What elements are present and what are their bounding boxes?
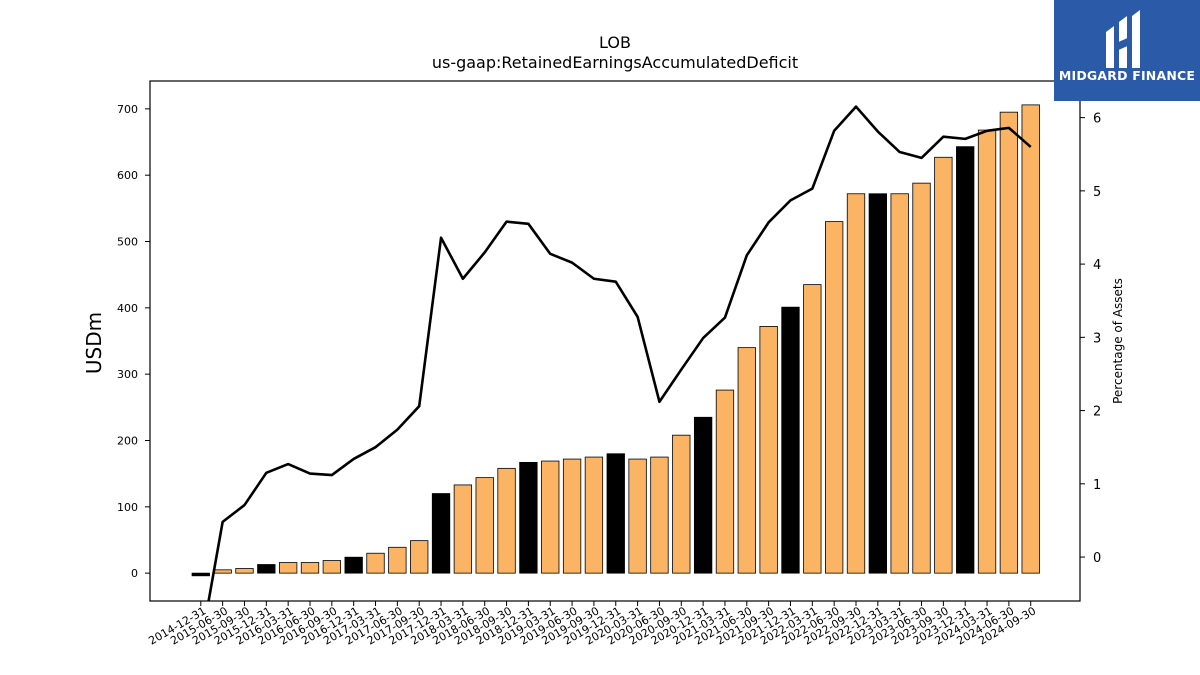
y2tick-label-0: 0 [1093,551,1101,566]
bar-2019-09-30 [584,456,604,574]
y2-axis-label: Percentage of Assets [1111,278,1125,404]
bar-2015-09-30 [235,568,254,574]
bar-2016-12-31 [344,556,363,574]
bar-2018-03-31 [453,484,473,574]
bar-2024-06-30 [999,111,1019,574]
bar-2017-03-31 [366,552,385,574]
axes-group: 010020030040050060070001234562014-12-312… [82,80,1125,648]
ytick-label-0: 0 [131,567,138,580]
ytick-label-100: 100 [117,501,138,514]
bar-2022-03-31 [803,284,822,574]
bar-2016-06-30 [300,562,320,574]
chart-title: LOB [599,33,631,52]
bars-group [191,104,1040,577]
bar-2021-09-30 [759,326,778,574]
ytick-label-700: 700 [117,103,138,116]
bar-2024-09-30 [1021,104,1040,574]
bar-2020-06-30 [650,456,669,574]
ytick-label-300: 300 [117,368,138,381]
bar-2017-09-30 [410,540,429,574]
y2tick-label-2: 2 [1093,405,1101,420]
bar-2022-12-31 [868,193,887,574]
bar-2014-12-31 [191,572,210,577]
bar-2019-06-30 [562,458,582,574]
ytick-label-400: 400 [117,302,138,315]
y2tick-label-4: 4 [1093,258,1101,273]
plot-frame [149,80,1081,602]
bar-2021-12-31 [781,306,800,574]
y2tick-label-3: 3 [1093,331,1101,346]
bar-2015-12-31 [257,564,276,574]
y2tick-label-1: 1 [1093,478,1101,493]
bar-2023-09-30 [934,156,953,574]
bar-2020-03-31 [628,458,647,574]
y-axis-label: USDm [82,312,106,374]
bar-2018-06-30 [475,477,494,574]
ytick-label-500: 500 [117,236,138,249]
chart-subtitle: us-gaap:RetainedEarningsAccumulatedDefic… [431,53,799,72]
bar-2021-06-30 [737,347,756,574]
bar-2016-03-31 [279,562,298,574]
bar-2024-03-31 [977,129,997,574]
bar-2020-12-31 [693,416,713,574]
series-line [207,105,1032,601]
ytick-label-200: 200 [117,434,138,447]
bar-2018-12-31 [519,461,538,574]
bar-2017-06-30 [388,546,407,574]
bar-2020-09-30 [672,434,691,574]
bar-2023-03-31 [890,193,909,574]
bar-2019-03-31 [541,460,560,574]
bar-2023-12-31 [956,146,975,574]
y2tick-label-6: 6 [1093,112,1101,127]
y2tick-label-5: 5 [1093,185,1101,200]
bar-2019-12-31 [606,453,625,574]
bar-2015-06-30 [213,569,232,574]
bar-2016-09-30 [322,560,341,574]
bar-2022-09-30 [846,193,866,574]
bar-2018-09-30 [497,467,516,574]
brand-name: MIDGARD FINANCE [1058,68,1196,83]
brand-logo: MIDGARD FINANCE [1054,0,1200,101]
bar-2022-06-30 [825,221,844,574]
bar-2021-03-31 [715,389,735,574]
brand-logo-icon [1106,10,1140,68]
bar-2023-06-30 [912,182,931,574]
ytick-label-600: 600 [117,169,138,182]
bar-2017-12-31 [431,493,451,574]
line-group [207,105,1032,601]
